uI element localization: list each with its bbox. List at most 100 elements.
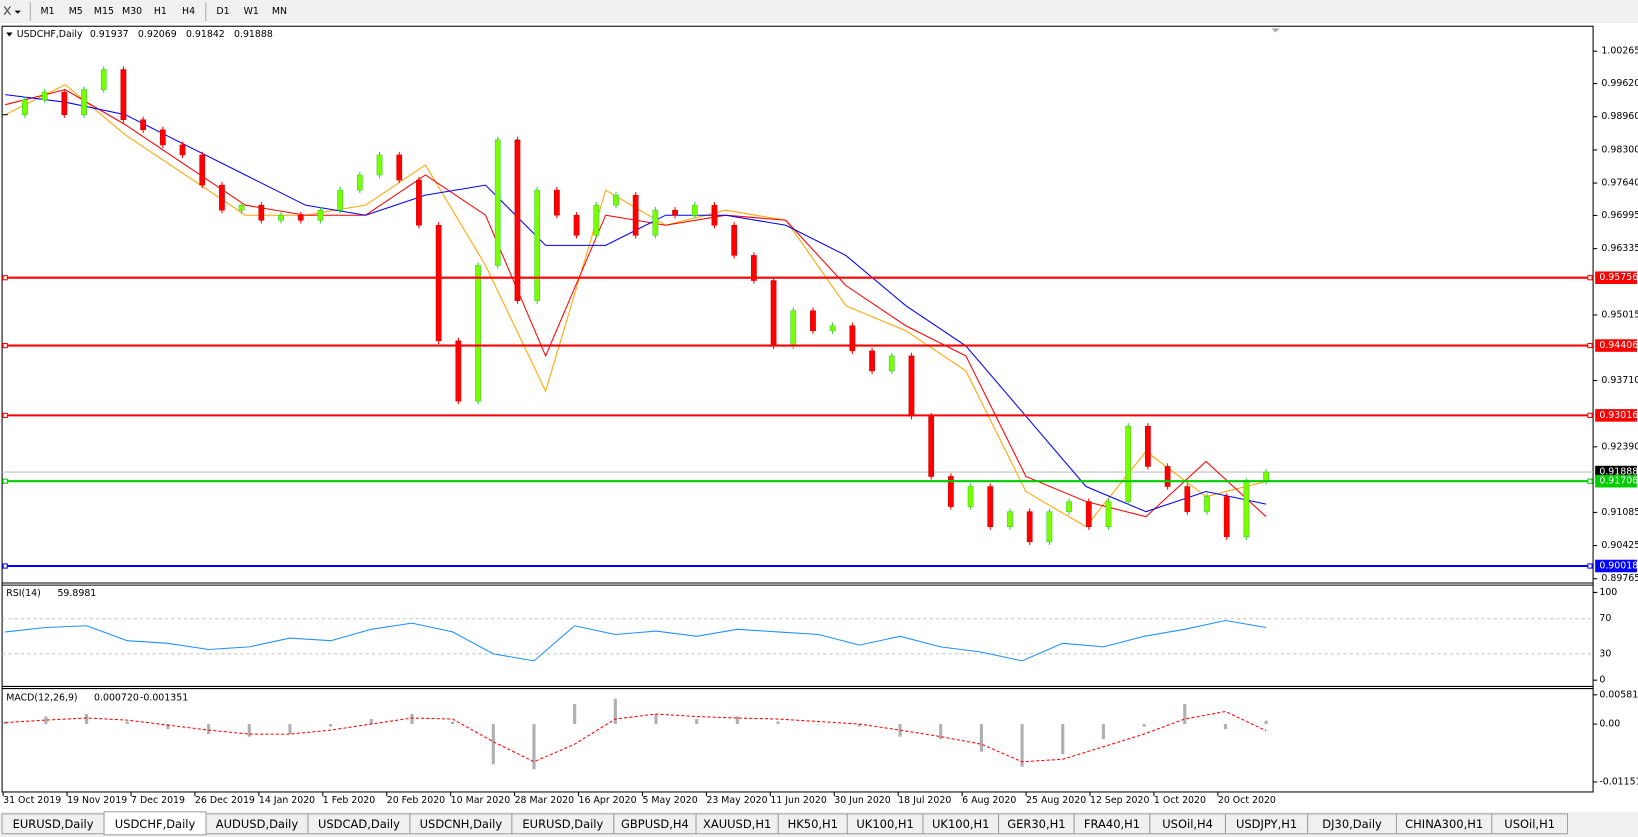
candle-body: [1007, 511, 1013, 527]
y-tick-label: 0.91085: [1601, 507, 1638, 518]
candle-body: [593, 204, 600, 236]
chart-tab-label[interactable]: DJ30,Daily: [1322, 817, 1382, 831]
timeframe-button[interactable]: [61, 2, 90, 22]
chart-tab-label[interactable]: USOil,H4: [1162, 817, 1213, 831]
candle-body: [199, 154, 206, 186]
y-tick-label: 0.97640: [1601, 178, 1638, 189]
y-tick-label: 0.92390: [1601, 441, 1638, 452]
macd-bar: [491, 724, 495, 765]
indicator-value: 59.8981: [57, 588, 96, 599]
chart-tab-label[interactable]: GER30,H1: [1007, 817, 1065, 831]
chart-tab-label[interactable]: EURUSD,Daily: [522, 817, 603, 831]
candle-body: [278, 214, 284, 221]
x-tick-label: 19 Nov 2019: [67, 795, 127, 806]
y-tick-label: 0.005818: [1599, 689, 1638, 700]
candle-body: [672, 209, 678, 216]
indicator-title: RSI(14): [6, 588, 41, 599]
x-tick-label: 31 Oct 2019: [3, 795, 61, 806]
indicator-title: MACD(12,26,9): [6, 692, 77, 703]
level-label: 0.94406: [1599, 340, 1638, 351]
timeframe-button[interactable]: [118, 2, 147, 22]
macd-bar: [1142, 724, 1146, 727]
chart-tab-label[interactable]: CHINA300,H1: [1405, 817, 1483, 831]
chart-tab-label[interactable]: AUDUSD,Daily: [216, 817, 299, 831]
macd-bar: [1020, 724, 1024, 767]
chart-tab-label[interactable]: HK50,H1: [788, 817, 838, 831]
candle-body: [1125, 425, 1132, 502]
candle-body: [61, 91, 68, 116]
chart-tab[interactable]: [1491, 813, 1569, 835]
chart-tab-label[interactable]: UK100,H1: [932, 817, 989, 831]
timeframe-label[interactable]: M5: [69, 6, 83, 17]
chart-tab-label[interactable]: GBPUSD,H4: [621, 817, 689, 831]
rsi-line: [5, 620, 1267, 662]
chart-tab-label[interactable]: UK100,H1: [856, 817, 913, 831]
ohlc-value: 0.91937: [90, 29, 129, 40]
macd-bar: [1183, 703, 1187, 725]
candle-body: [613, 194, 619, 206]
chart-tab-label[interactable]: EURUSD,Daily: [13, 817, 94, 831]
macd-bar: [1101, 724, 1105, 740]
y-tick-label: 0.95015: [1601, 309, 1638, 320]
x-tick-label: 25 Aug 2020: [1026, 795, 1086, 806]
timeframe-label[interactable]: H4: [182, 6, 195, 17]
timeframe-button[interactable]: [237, 2, 266, 22]
candle-body: [1263, 471, 1269, 482]
header-arrow: [6, 32, 13, 37]
timeframe-button[interactable]: [265, 2, 294, 22]
chart-tab-label[interactable]: USDCAD,Daily: [318, 817, 400, 831]
chart-tab-label[interactable]: USDJPY,H1: [1236, 817, 1297, 831]
y-tick-label: 0.99620: [1601, 78, 1638, 89]
level-handle: [2, 342, 8, 349]
macd-bar: [817, 724, 821, 725]
timeframe-label[interactable]: M15: [94, 6, 114, 17]
timeframe-label[interactable]: D1: [216, 6, 229, 17]
indicator-value: -0.001351: [140, 692, 188, 703]
candle-body: [829, 325, 836, 332]
y-tick-label: 70: [1599, 613, 1611, 624]
x-tick-label: 16 Apr 2020: [579, 795, 637, 806]
y-tick-label: 0.93710: [1601, 375, 1638, 386]
candle-body: [494, 139, 501, 266]
macd-bar: [166, 724, 170, 730]
timeframe-label[interactable]: MN: [272, 6, 287, 17]
last-price-label: 0.91888: [1599, 467, 1638, 478]
x-tick-label: 5 May 2020: [642, 795, 697, 806]
x-tick-label: 10 Mar 2020: [451, 795, 511, 806]
x-tick-label: 26 Dec 2019: [195, 795, 255, 806]
x-tick-label: 23 May 2020: [706, 795, 767, 806]
timeframe-button[interactable]: [33, 2, 62, 22]
chart-tab-label[interactable]: USOil,H1: [1504, 817, 1555, 831]
timeframe-button[interactable]: [146, 2, 175, 22]
timeframe-button[interactable]: [89, 2, 119, 22]
candle-body: [396, 154, 403, 181]
scroll-marker: [1271, 28, 1280, 33]
macd-bar: [695, 719, 699, 725]
level-handle: [1587, 275, 1593, 281]
chart-tab-label[interactable]: USDCHF,Daily: [115, 817, 196, 831]
level-handle: [1587, 563, 1593, 569]
candle-body: [810, 310, 816, 332]
chart-tab-label[interactable]: USDCNH,Daily: [420, 817, 503, 831]
candle-body: [888, 355, 895, 372]
timeframe-label[interactable]: M1: [40, 6, 54, 17]
toolbar: [0, 0, 1638, 24]
x-tick-label: 18 Jul 2020: [898, 795, 951, 806]
chart-tab-label[interactable]: XAUUSD,H1: [703, 817, 771, 831]
x-tick-label: 20 Oct 2020: [1218, 795, 1276, 806]
timeframe-label[interactable]: M30: [122, 6, 142, 17]
y-tick-label: 0.96335: [1601, 243, 1638, 254]
candle-body: [317, 209, 324, 221]
level-handle: [1587, 342, 1593, 349]
chart-tab-label[interactable]: FRA40,H1: [1084, 817, 1140, 831]
candle-body: [1145, 425, 1151, 467]
timeframe-button[interactable]: [208, 2, 238, 22]
timeframe-label[interactable]: H1: [154, 6, 167, 17]
timeframe-label[interactable]: W1: [244, 6, 259, 17]
ohlc-value: 0.91888: [234, 29, 273, 40]
candle-body: [41, 91, 48, 100]
timeframe-button[interactable]: [174, 2, 203, 22]
level-handle: [2, 275, 8, 281]
level-handle: [2, 412, 8, 418]
x-tick-label: 7 Dec 2019: [131, 795, 185, 806]
